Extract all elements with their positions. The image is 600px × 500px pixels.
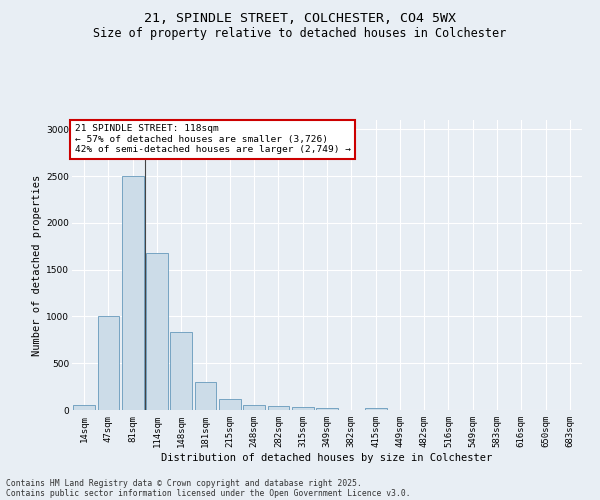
Bar (219, 399, 241, 410)
Bar (243, 406, 265, 410)
Bar (365, 408, 386, 410)
Bar (194, 382, 217, 410)
Bar (292, 407, 314, 410)
Bar (316, 408, 338, 410)
Text: Size of property relative to detached houses in Colchester: Size of property relative to detached ho… (94, 28, 506, 40)
X-axis label: Distribution of detached houses by size in Colchester: Distribution of detached houses by size … (161, 452, 493, 462)
Text: 21 SPINDLE STREET: 118sqm
← 57% of detached houses are smaller (3,726)
42% of se: 21 SPINDLE STREET: 118sqm ← 57% of detac… (74, 124, 350, 154)
Text: Contains HM Land Registry data © Crown copyright and database right 2025.: Contains HM Land Registry data © Crown c… (6, 478, 362, 488)
Bar (170, 332, 192, 410)
Y-axis label: Number of detached properties: Number of detached properties (32, 174, 42, 356)
Bar (146, 253, 168, 410)
Bar (122, 176, 143, 410)
Text: 21, SPINDLE STREET, COLCHESTER, CO4 5WX: 21, SPINDLE STREET, COLCHESTER, CO4 5WX (144, 12, 456, 26)
Bar (97, 316, 119, 410)
Bar (268, 406, 289, 410)
Text: Contains public sector information licensed under the Open Government Licence v3: Contains public sector information licen… (6, 488, 410, 498)
Bar (73, 406, 95, 410)
